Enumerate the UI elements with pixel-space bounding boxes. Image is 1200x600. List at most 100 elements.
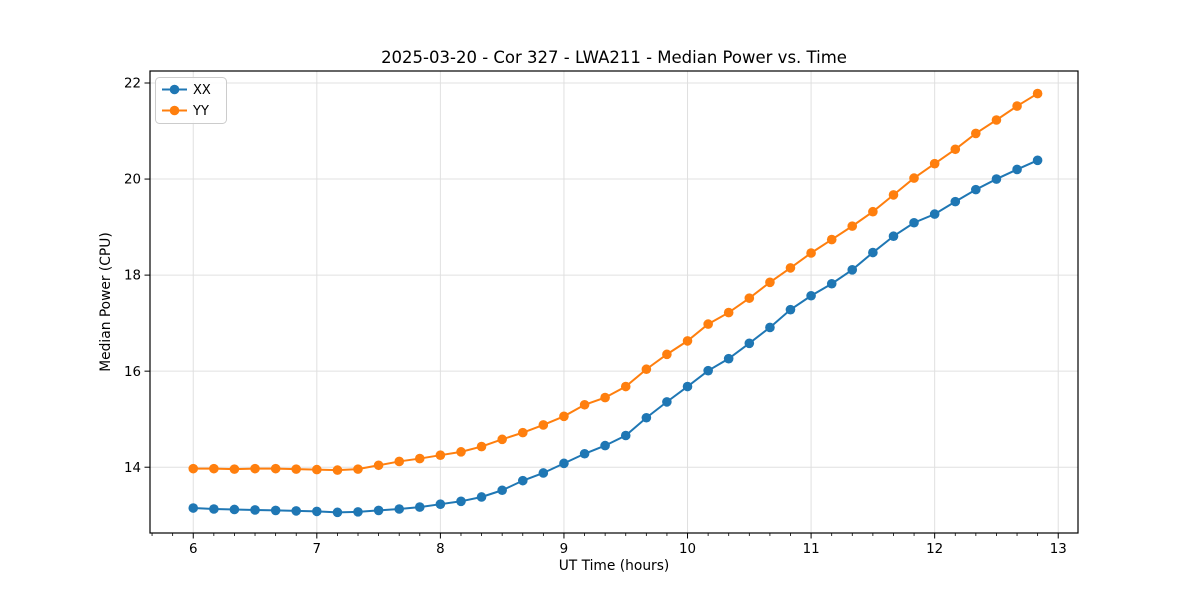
series-xx-marker [868,247,878,258]
series-yy-marker [929,158,940,169]
series-xx-marker [497,485,507,496]
series-xx-marker [456,496,466,507]
series-yy-marker [620,381,631,392]
legend-marker-swatch [169,105,180,116]
series-yy-marker [414,453,425,464]
x-tick-label: 11 [803,542,820,557]
series-yy-marker [497,434,507,445]
series-xx-marker [888,231,899,242]
series-xx-marker [744,338,755,349]
series-yy-marker [394,456,405,467]
y-tick-label: 14 [124,461,141,476]
series-xx-marker [909,217,919,228]
series-yy-marker [559,411,569,422]
series-xx-marker [291,506,301,516]
series-xx-marker [518,475,528,486]
y-tick-label: 18 [124,269,141,284]
series-yy-marker [909,173,919,183]
series-xx-marker [353,507,363,517]
series-xx-marker [600,440,610,451]
legend-box [155,77,227,124]
series-yy-marker [332,465,343,475]
series-yy-marker [579,399,590,410]
series-xx-marker [332,507,343,518]
series-xx-marker [250,505,260,515]
series-xx-marker [394,504,405,514]
y-tick-label: 20 [124,173,141,188]
series-yy-marker [847,221,858,231]
series-xx-marker [847,265,858,275]
series-xx-marker [620,430,631,441]
series-yy-marker [270,463,281,474]
series-yy-marker [662,349,672,360]
series-xx-marker [229,504,240,515]
series-xx-line [193,159,1038,514]
x-tick-label: 7 [313,542,322,557]
series-yy-marker [703,319,713,329]
series-xx-marker [723,353,734,364]
series-yy-line [193,92,1039,472]
legend-label: YY [192,104,209,119]
series-xx-marker [188,503,199,513]
series-xx-marker [971,184,981,195]
series-yy-marker [188,463,199,474]
series-xx-marker [209,504,219,514]
series-yy-marker [1032,88,1043,99]
series-yy-marker [312,464,322,475]
series-xx-marker [373,505,384,516]
series-xx-marker [703,365,713,376]
series-yy-marker [456,447,466,457]
series-yy-marker [1012,101,1022,111]
series-yy-marker [950,144,961,155]
series-xx-marker [579,448,590,459]
y-tick-label: 16 [124,365,141,380]
x-tick-label: 12 [926,542,943,557]
series-yy-marker [250,463,260,474]
series-xx-marker [559,458,569,469]
series-yy-marker [373,460,384,471]
x-tick-label: 13 [1050,542,1067,557]
series-yy-marker [682,336,693,346]
series-yy-marker [888,190,899,200]
x-tick-label: 9 [560,542,569,557]
series-xx-marker [538,468,549,478]
series-xx-marker [270,505,281,516]
legend-label: XX [193,83,211,98]
series-yy-marker [785,263,796,273]
x-tick-label: 10 [679,542,696,557]
series-yy-marker [723,307,734,318]
series-yy-marker [435,450,446,461]
series-yy-marker [291,464,301,474]
series-xx-marker [682,381,693,392]
series-yy-marker [538,420,549,430]
legend-marker-swatch [169,84,180,95]
series-yy-marker [476,441,487,452]
x-tick-label: 6 [189,542,198,557]
series-xx-marker [435,499,446,509]
series-yy-marker [641,364,652,375]
series-yy-marker [518,427,528,438]
axes-spines [149,70,1079,534]
series-xx-marker [662,397,672,407]
series-yy-marker [868,206,878,217]
series-yy-marker [209,463,219,474]
series-xx-marker [641,412,652,423]
series-xx-marker [785,304,796,315]
series-yy-marker [744,293,755,303]
series-xx-marker [312,506,322,517]
series-xx-marker [826,278,837,289]
series-xx-marker [414,502,425,512]
series-xx-marker [476,492,487,502]
series-xx-marker [950,196,961,207]
series-xx-marker [929,209,940,219]
series-yy-marker [826,234,837,245]
series-yy-marker [806,248,816,258]
series-xx-marker [991,174,1002,184]
chart-title: 2025-03-20 - Cor 327 - LWA211 - Median P… [381,48,847,67]
series-yy-marker [229,464,240,474]
series-yy-marker [765,277,775,288]
series-xx-marker [806,290,816,301]
x-axis-label: UT Time (hours) [558,558,670,574]
